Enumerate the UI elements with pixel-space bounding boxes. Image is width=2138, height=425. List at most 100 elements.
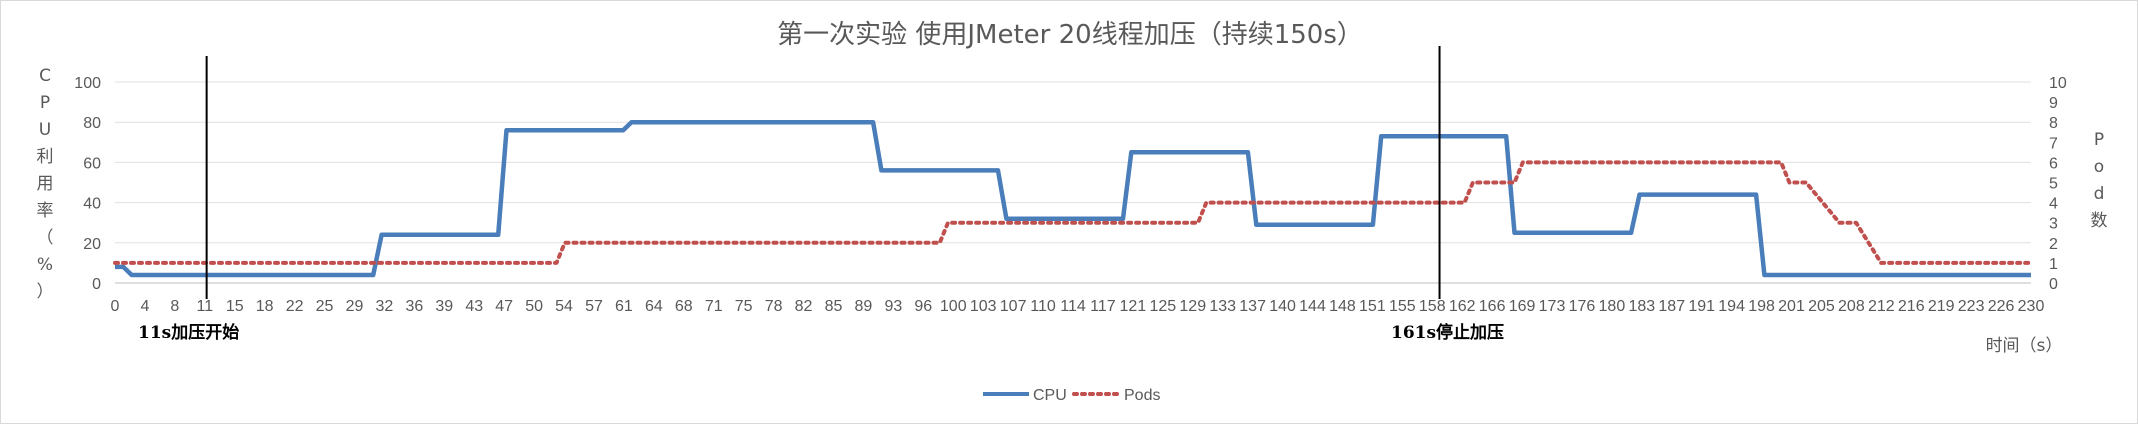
gridlines xyxy=(115,81,2031,284)
x-tick-label: 96 xyxy=(914,298,932,315)
y2-axis-label-char: o xyxy=(2094,157,2104,177)
x-tick-label: 144 xyxy=(1299,298,1326,315)
y-tick-label: 0 xyxy=(92,276,101,293)
y2-axis-label-char: P xyxy=(2094,130,2104,150)
x-tick-label: 114 xyxy=(1060,298,1086,315)
annotation-label: 161s停止加压 xyxy=(1391,322,1504,343)
y-tick-label: 60 xyxy=(83,155,101,172)
x-tick-label: 230 xyxy=(2018,298,2045,315)
x-tick-label: 85 xyxy=(825,298,843,315)
x-tick-label: 140 xyxy=(1269,298,1296,315)
x-tick-label: 223 xyxy=(1958,298,1985,315)
x-tick-label: 57 xyxy=(585,298,603,315)
x-tick-label: 158 xyxy=(1419,298,1446,315)
y2-axis-label-char: d xyxy=(2094,184,2105,204)
x-tick-label: 61 xyxy=(615,298,633,315)
x-tick-label: 50 xyxy=(525,298,543,315)
x-tick-label: 129 xyxy=(1179,298,1206,315)
x-tick-label: 4 xyxy=(140,298,149,315)
x-tick-label: 212 xyxy=(1868,298,1895,315)
annotations: 11s加压开始 161s停止加压 xyxy=(138,46,1504,343)
x-tick-label: 219 xyxy=(1928,298,1955,315)
y2-tick-label: 10 xyxy=(2049,75,2067,92)
y-axis-label-char: P xyxy=(40,93,50,113)
y-tick-label: 20 xyxy=(83,236,101,253)
y2-tick-label: 1 xyxy=(2049,256,2058,273)
y-axis-label-char: ） xyxy=(37,282,54,302)
series-line-cpu xyxy=(115,119,2031,278)
x-tick-label: 8 xyxy=(170,298,179,315)
y2-tick-label: 9 xyxy=(2049,95,2058,112)
x-tick-label: 78 xyxy=(765,298,783,315)
x-tick-label: 166 xyxy=(1479,298,1506,315)
series-layer xyxy=(113,119,2033,278)
x-tick-label: 183 xyxy=(1628,298,1655,315)
x-tick-label: 32 xyxy=(376,298,394,315)
x-tick-label: 176 xyxy=(1569,298,1596,315)
x-tick-label: 169 xyxy=(1509,298,1536,315)
y-axis-label-char: 用 xyxy=(37,174,54,194)
x-axis-ticks: 0 4 8 11 15 18 22 25 29 32 36 39 43 47 50 54 57 61 64 68 71 7… xyxy=(111,298,2045,315)
x-tick-label: 15 xyxy=(226,298,244,315)
x-tick-label: 43 xyxy=(465,298,483,315)
x-tick-label: 75 xyxy=(735,298,753,315)
x-tick-label: 191 xyxy=(1688,298,1715,315)
x-tick-label: 0 xyxy=(111,298,120,315)
y2-tick-label: 2 xyxy=(2049,236,2058,253)
legend-label-cpu: CPU xyxy=(1033,387,1067,404)
y-axis-label-char: C xyxy=(39,66,51,86)
x-axis-label: 时间（s） xyxy=(1986,336,2063,356)
y-tick-label: 80 xyxy=(83,115,101,132)
x-tick-label: 194 xyxy=(1718,298,1745,315)
x-tick-label: 133 xyxy=(1209,298,1236,315)
y2-tick-label: 5 xyxy=(2049,176,2058,193)
x-tick-label: 121 xyxy=(1120,298,1147,315)
x-tick-label: 110 xyxy=(1030,298,1056,315)
y2-tick-label: 3 xyxy=(2049,216,2058,233)
x-tick-label: 151 xyxy=(1359,298,1386,315)
x-tick-label: 64 xyxy=(645,298,663,315)
x-tick-label: 155 xyxy=(1389,298,1416,315)
chart-title: 第一次实验 使用JMeter 20线程加压（持续150s） xyxy=(777,20,1363,50)
x-tick-label: 198 xyxy=(1748,298,1775,315)
y-axis-label-char: 率 xyxy=(37,201,54,221)
x-tick-label: 22 xyxy=(286,298,304,315)
legend: CPU Pods xyxy=(983,387,1160,404)
y-tick-label: 40 xyxy=(83,196,101,213)
x-tick-label: 173 xyxy=(1539,298,1566,315)
y2-tick-label: 6 xyxy=(2049,155,2058,172)
x-tick-label: 162 xyxy=(1449,298,1476,315)
x-tick-label: 148 xyxy=(1329,298,1356,315)
y-axis-label-char: % xyxy=(37,255,53,275)
x-tick-label: 11 xyxy=(197,298,214,315)
x-tick-label: 216 xyxy=(1898,298,1925,315)
x-tick-label: 208 xyxy=(1838,298,1865,315)
x-tick-label: 93 xyxy=(884,298,902,315)
x-tick-label: 36 xyxy=(405,298,423,315)
y-tick-label: 100 xyxy=(74,75,101,92)
x-tick-label: 137 xyxy=(1239,298,1266,315)
x-tick-label: 18 xyxy=(256,298,274,315)
x-tick-label: 68 xyxy=(675,298,693,315)
x-tick-label: 47 xyxy=(495,298,513,315)
x-tick-label: 180 xyxy=(1599,298,1626,315)
x-tick-label: 226 xyxy=(1988,298,2015,315)
x-tick-label: 39 xyxy=(435,298,453,315)
x-tick-label: 71 xyxy=(705,298,723,315)
x-tick-label: 54 xyxy=(555,298,573,315)
y-axis-label-char: 利 xyxy=(37,147,54,167)
x-tick-label: 201 xyxy=(1778,298,1805,315)
y2-axis-ticks: 0 1 2 3 4 5 6 7 8 9 10 xyxy=(2049,75,2067,293)
x-tick-label: 82 xyxy=(795,298,813,315)
y2-tick-label: 7 xyxy=(2049,135,2058,152)
y2-tick-label: 0 xyxy=(2049,276,2058,293)
x-tick-label: 25 xyxy=(316,298,334,315)
series-line-pods xyxy=(113,160,2033,265)
x-tick-label: 187 xyxy=(1658,298,1685,315)
y2-tick-label: 8 xyxy=(2049,115,2058,132)
y2-tick-label: 4 xyxy=(2049,196,2058,213)
x-tick-label: 107 xyxy=(1000,298,1027,315)
